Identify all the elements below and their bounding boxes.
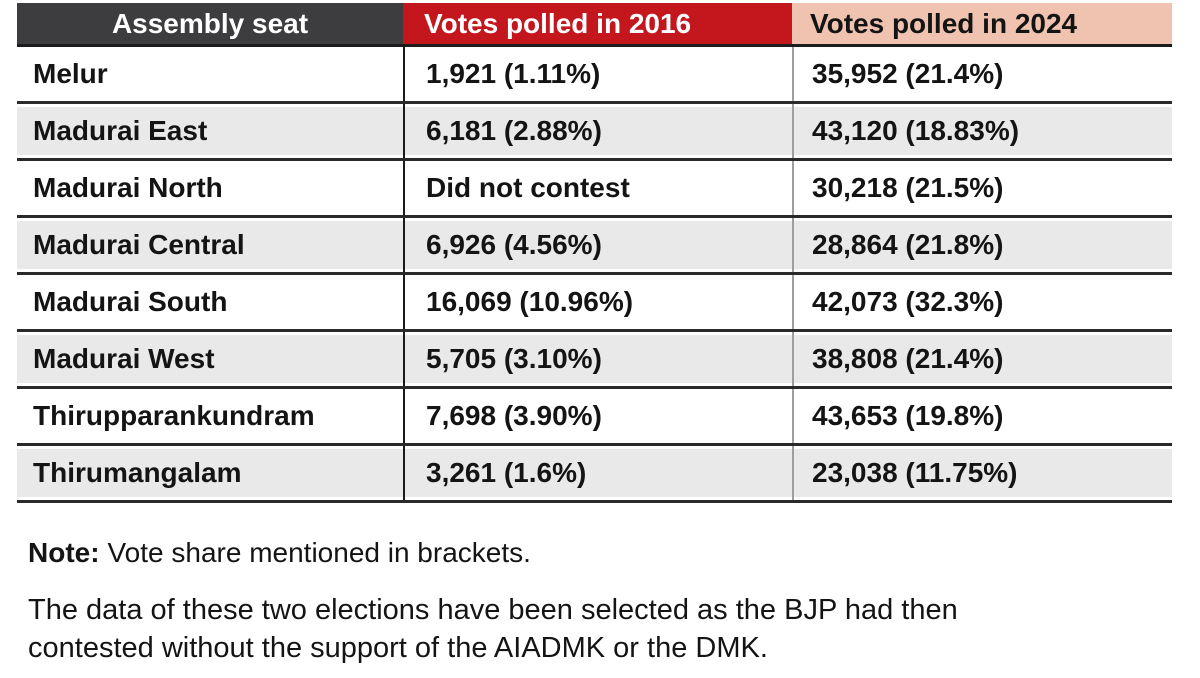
- cell-votes-2016: 3,261 (1.6%): [403, 446, 792, 500]
- cell-votes-2016: Did not contest: [403, 161, 792, 215]
- cell-votes-2016: 6,926 (4.56%): [403, 218, 792, 272]
- cell-assembly-seat: Melur: [33, 58, 108, 89]
- table-header-row: Assembly seat Votes polled in 2016 Votes…: [17, 3, 1172, 47]
- votes-table: Assembly seat Votes polled in 2016 Votes…: [17, 3, 1172, 503]
- cell-assembly-seat: Madurai South: [33, 286, 228, 317]
- infographic-canvas: Assembly seat Votes polled in 2016 Votes…: [0, 3, 1200, 678]
- table-row: Thirupparankundram 7,698 (3.90%) 43,653 …: [17, 389, 1172, 446]
- cell-votes-2024: 43,120 (18.83%): [792, 104, 1172, 158]
- col-header-votes-2016: Votes polled in 2016: [403, 3, 792, 44]
- cell-votes-2016: 16,069 (10.96%): [403, 275, 792, 329]
- table-body: Melur 1,921 (1.11%) 35,952 (21.4%) Madur…: [17, 47, 1172, 503]
- note-line: Note: Vote share mentioned in brackets.: [28, 535, 1200, 571]
- cell-assembly-seat: Thirupparankundram: [33, 400, 315, 431]
- table-row: Madurai North Did not contest 30,218 (21…: [17, 161, 1172, 218]
- cell-assembly-seat: Thirumangalam: [33, 457, 242, 488]
- cell-votes-2024: 30,218 (21.5%): [792, 161, 1172, 215]
- cell-votes-2024: 38,808 (21.4%): [792, 332, 1172, 386]
- cell-assembly-seat: Madurai East: [33, 115, 208, 146]
- cell-assembly-seat: Madurai Central: [33, 229, 245, 260]
- cell-votes-2024: 35,952 (21.4%): [792, 47, 1172, 101]
- table-row: Madurai Central 6,926 (4.56%) 28,864 (21…: [17, 218, 1172, 275]
- cell-votes-2016: 1,921 (1.11%): [403, 47, 792, 101]
- cell-votes-2016: 6,181 (2.88%): [403, 104, 792, 158]
- cell-assembly-seat: Madurai West: [33, 343, 215, 374]
- cell-votes-2024: 43,653 (19.8%): [792, 389, 1172, 443]
- note-label: Note:: [28, 537, 100, 568]
- table-row: Madurai South 16,069 (10.96%) 42,073 (32…: [17, 275, 1172, 332]
- cell-votes-2024: 28,864 (21.8%): [792, 218, 1172, 272]
- table-row: Thirumangalam 3,261 (1.6%) 23,038 (11.75…: [17, 446, 1172, 503]
- cell-assembly-seat: Madurai North: [33, 172, 223, 203]
- table-row: Madurai West 5,705 (3.10%) 38,808 (21.4%…: [17, 332, 1172, 389]
- cell-votes-2016: 5,705 (3.10%): [403, 332, 792, 386]
- note-text: Vote share mentioned in brackets.: [107, 537, 531, 568]
- cell-votes-2016: 7,698 (3.90%): [403, 389, 792, 443]
- footnote-paragraph: The data of these two elections have bee…: [28, 594, 958, 664]
- cell-votes-2024: 23,038 (11.75%): [792, 446, 1172, 500]
- table-row: Madurai East 6,181 (2.88%) 43,120 (18.83…: [17, 104, 1172, 161]
- col-header-assembly-seat: Assembly seat: [17, 3, 403, 44]
- table-row: Melur 1,921 (1.11%) 35,952 (21.4%): [17, 47, 1172, 104]
- cell-votes-2024: 42,073 (32.3%): [792, 275, 1172, 329]
- col-header-votes-2024: Votes polled in 2024: [792, 3, 1172, 44]
